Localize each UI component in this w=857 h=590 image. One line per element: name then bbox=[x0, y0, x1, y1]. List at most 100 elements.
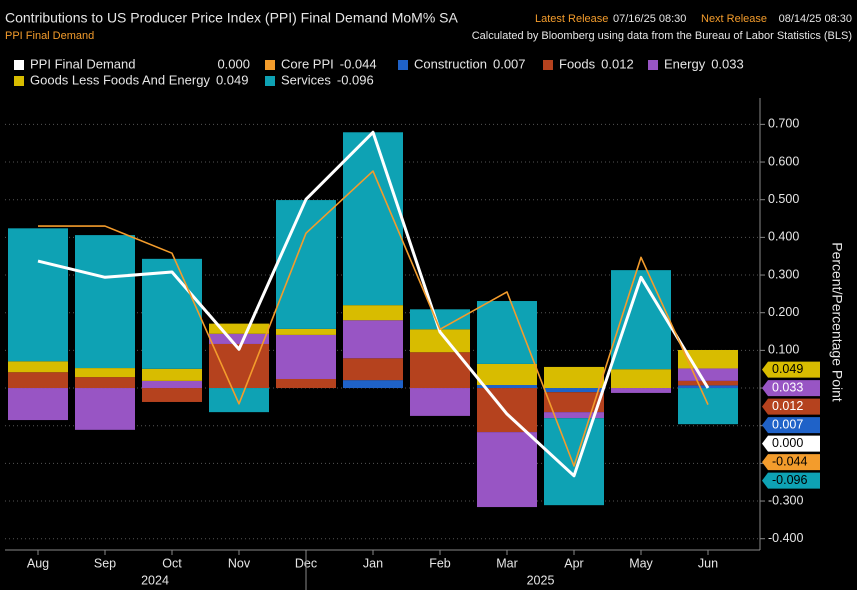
y-tick-label: 0.500 bbox=[768, 192, 799, 206]
y-tick-label: 0.200 bbox=[768, 305, 799, 319]
value-tag bbox=[762, 380, 820, 397]
value-tag bbox=[762, 398, 820, 415]
legend-label: Foods bbox=[559, 56, 596, 71]
bar bbox=[8, 388, 68, 421]
x-tick-label: Mar bbox=[496, 556, 518, 570]
bar bbox=[477, 432, 537, 508]
bar bbox=[410, 329, 470, 353]
year-label: 2025 bbox=[527, 573, 555, 587]
bar bbox=[477, 363, 537, 386]
x-tick-label: Jan bbox=[363, 556, 383, 570]
bar bbox=[142, 380, 202, 389]
next-release: 08/14/25 08:30 bbox=[779, 13, 852, 25]
bar bbox=[544, 418, 604, 506]
x-tick-label: Sep bbox=[94, 556, 116, 570]
y-tick-label: -0.400 bbox=[768, 531, 803, 545]
line bbox=[37, 130, 710, 478]
bar bbox=[142, 368, 202, 381]
legend-value: 0.033 bbox=[711, 56, 744, 71]
legend-value: 0.049 bbox=[216, 72, 249, 87]
bar bbox=[544, 388, 604, 393]
x-tick-label: May bbox=[629, 556, 653, 570]
bar bbox=[276, 334, 336, 379]
chart-title: Contributions to US Producer Price Index… bbox=[5, 10, 459, 26]
legend-swatch bbox=[14, 76, 24, 86]
value-tag-label: -0.044 bbox=[772, 454, 807, 468]
subtitle: PPI Final Demand bbox=[5, 30, 94, 42]
bar bbox=[209, 333, 269, 344]
value-tag-label: 0.007 bbox=[772, 417, 803, 431]
legend-swatch bbox=[648, 60, 658, 70]
bar bbox=[544, 392, 604, 413]
value-tag bbox=[762, 454, 820, 471]
legend-label: Construction bbox=[414, 56, 487, 71]
bar bbox=[142, 388, 202, 402]
value-tag bbox=[762, 417, 820, 434]
bar bbox=[343, 358, 403, 381]
bar bbox=[678, 368, 738, 381]
bar bbox=[75, 388, 135, 430]
legend-swatch bbox=[14, 60, 24, 70]
bar bbox=[343, 380, 403, 389]
legend-label: Core PPI bbox=[281, 56, 334, 71]
x-tick-label: Jun bbox=[698, 556, 718, 570]
legend-value: 0.007 bbox=[493, 56, 526, 71]
bar bbox=[611, 388, 671, 393]
legend-value: -0.096 bbox=[337, 72, 374, 87]
legend-swatch bbox=[398, 60, 408, 70]
x-tick-label: Oct bbox=[162, 556, 182, 570]
next-release-label: Next Release bbox=[701, 13, 767, 25]
bar bbox=[343, 305, 403, 321]
legend-label: Goods Less Foods And Energy bbox=[30, 72, 210, 87]
x-tick-label: Aug bbox=[27, 556, 49, 570]
bar bbox=[8, 372, 68, 389]
bar bbox=[276, 200, 336, 329]
y-tick-label: 0.400 bbox=[768, 230, 799, 244]
y-tick-label: -0.300 bbox=[768, 493, 803, 507]
latest-release: 07/16/25 08:30 bbox=[613, 13, 686, 25]
year-label: 2024 bbox=[141, 573, 169, 587]
bar bbox=[477, 385, 537, 389]
value-tag-label: 0.049 bbox=[772, 362, 803, 376]
bar bbox=[209, 388, 269, 413]
y-axis-label: Percent/Percentage Point bbox=[829, 242, 845, 402]
bar bbox=[611, 270, 671, 370]
value-tag-label: 0.033 bbox=[772, 380, 803, 394]
bar bbox=[8, 228, 68, 362]
bar bbox=[477, 388, 537, 433]
legend-value: 0.012 bbox=[601, 56, 634, 71]
y-tick-label: 0.700 bbox=[768, 117, 799, 131]
legend-label: Energy bbox=[664, 56, 706, 71]
value-tag-label: 0.012 bbox=[772, 399, 803, 413]
bar bbox=[276, 378, 336, 389]
line bbox=[38, 170, 709, 467]
bar bbox=[410, 309, 470, 330]
y-tick-label: 0.300 bbox=[768, 267, 799, 281]
legend-swatch bbox=[543, 60, 553, 70]
bar bbox=[678, 380, 738, 386]
value-tag bbox=[762, 435, 820, 452]
legend-value: -0.044 bbox=[340, 56, 377, 71]
legend-value: 0.000 bbox=[217, 56, 250, 71]
legend-swatch bbox=[265, 60, 275, 70]
bar bbox=[477, 301, 537, 364]
bar bbox=[75, 377, 135, 389]
legend-label: Services bbox=[281, 72, 331, 87]
source: Calculated by Bloomberg using data from … bbox=[472, 30, 852, 42]
x-tick-label: Feb bbox=[429, 556, 451, 570]
bar bbox=[276, 328, 336, 335]
bar bbox=[75, 368, 135, 378]
y-tick-label: 0.100 bbox=[768, 343, 799, 357]
bar bbox=[142, 258, 202, 369]
x-tick-label: Nov bbox=[228, 556, 251, 570]
value-tag bbox=[762, 472, 820, 489]
bar bbox=[209, 323, 269, 334]
bar bbox=[8, 361, 68, 373]
bar bbox=[75, 235, 135, 369]
value-tag-label: 0.000 bbox=[772, 436, 803, 450]
latest-release-label: Latest Release bbox=[535, 13, 608, 25]
value-tag bbox=[762, 361, 820, 378]
value-tag-label: -0.096 bbox=[772, 473, 807, 487]
bar bbox=[544, 412, 604, 419]
